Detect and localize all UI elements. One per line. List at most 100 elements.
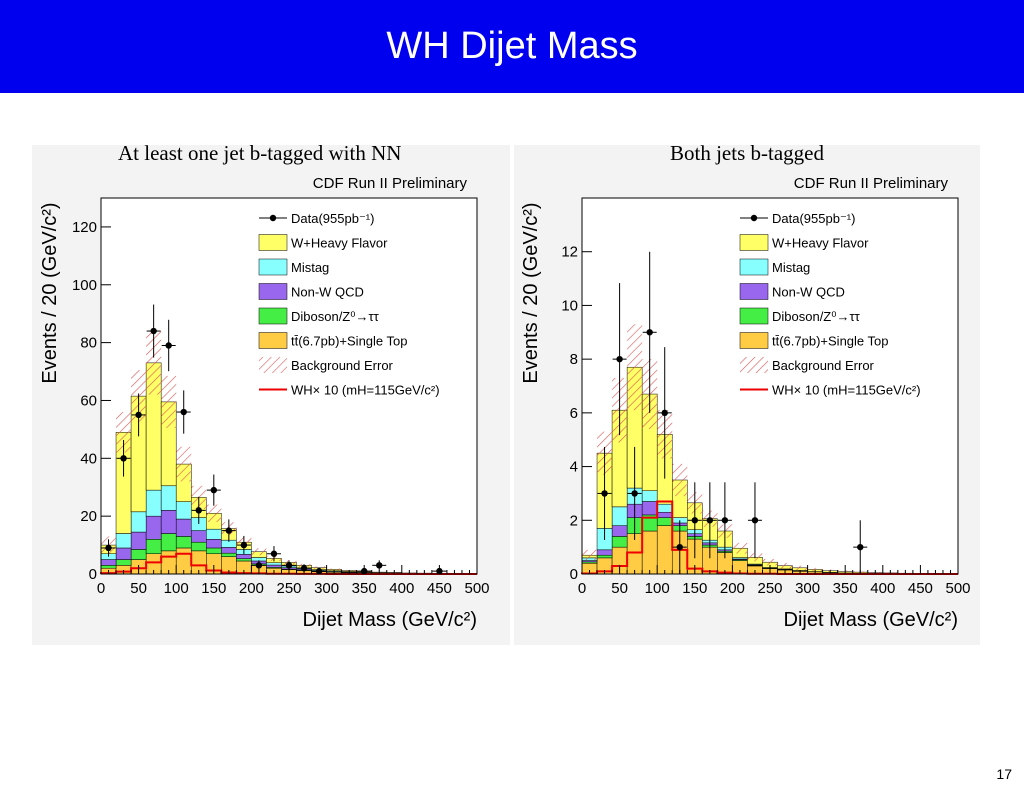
- left-legend-swatch-hatch: [259, 357, 287, 373]
- right-data-point: [706, 517, 714, 524]
- left-data-point: [300, 565, 308, 572]
- right-bar-non-w-qcd: [656, 511, 673, 518]
- right-legend-swatch: [739, 307, 769, 325]
- left-background-error: [146, 331, 162, 395]
- left-legend-label: Mistag: [291, 260, 329, 275]
- left-cdf-label: CDF Run II Preliminary: [313, 175, 468, 192]
- left-legend-swatch: [258, 283, 288, 300]
- left-y-axis-label: Events / 20 (GeV/c²): [39, 202, 61, 383]
- left-bar-diboson-z-: [221, 552, 237, 557]
- left-bar-mistag: [266, 562, 282, 566]
- right-bar-mistag: [611, 506, 628, 526]
- left-x-tick-label: 300: [314, 580, 339, 597]
- right-legend-label: W+Heavy Flavor: [772, 236, 869, 251]
- left-legend-label: Non-W QCD: [291, 285, 364, 300]
- right-legend-swatch: [739, 332, 769, 349]
- left-bar-mistag: [115, 533, 132, 549]
- right-x-axis-label: Dijet Mass (GeV/c²): [784, 609, 958, 631]
- left-background-error: [311, 566, 327, 569]
- left-bar-non-w-qcd: [266, 564, 282, 568]
- left-x-tick-label: 500: [464, 580, 489, 597]
- right-y-tick-label: 6: [570, 405, 578, 422]
- right-x-tick-label: 50: [611, 580, 628, 597]
- left-legend-label: W+Heavy Flavor: [291, 236, 388, 251]
- right-x-tick-label: 400: [870, 580, 895, 597]
- title-bar: [0, 0, 1024, 93]
- right-y-tick-label: 8: [570, 351, 578, 368]
- left-data-point: [105, 544, 112, 552]
- right-data-point: [631, 490, 638, 497]
- left-legend-swatch: [258, 332, 288, 349]
- right-x-tick-label: 300: [795, 580, 820, 597]
- right-legend-label: WH× 10 (mH=115GeV/c²): [772, 383, 921, 398]
- left-bar-non-w-qcd: [236, 554, 252, 559]
- right-y-tick-label: 2: [570, 512, 578, 529]
- left-background-error: [326, 568, 342, 571]
- right-background-error: [807, 567, 823, 572]
- left-x-tick-label: 200: [239, 580, 264, 597]
- left-data-point: [180, 408, 187, 416]
- left-bar-mistag: [175, 501, 192, 520]
- left-data-point: [135, 411, 142, 419]
- left-x-tick-label: 450: [427, 580, 452, 597]
- right-bar-mistag: [641, 490, 658, 502]
- left-y-tick-label: 120: [72, 219, 97, 236]
- right-legend-swatch: [739, 283, 769, 300]
- right-legend-label: Diboson/Z⁰→ττ: [772, 309, 861, 324]
- left-bar-diboson-z-: [175, 536, 192, 549]
- right-data-point: [691, 517, 698, 524]
- left-bar-non-w-qcd: [100, 559, 117, 566]
- left-bar-diboson-z-: [236, 558, 252, 562]
- right-data-point: [857, 543, 864, 551]
- left-data-point: [120, 455, 127, 462]
- left-data-point: [255, 562, 263, 569]
- right-legend-label: tt̄(6.7pb)+Single Top: [772, 334, 888, 349]
- right-y-tick-label: 0: [570, 566, 578, 583]
- right-bar-diboson-z-: [596, 554, 613, 559]
- left-bar-diboson-z-: [190, 541, 207, 552]
- right-legend-marker-data-point: [750, 214, 758, 222]
- left-x-tick-label: 100: [164, 580, 189, 597]
- right-bar-tt-6-7pb-single-top: [641, 530, 658, 575]
- left-background-error: [206, 504, 222, 522]
- right-legend-label: Data(955pb⁻¹): [772, 211, 855, 226]
- left-bar-mistag: [206, 528, 222, 540]
- left-bar-non-w-qcd: [221, 547, 237, 554]
- left-legend-label: Diboson/Z⁰→ττ: [291, 309, 380, 324]
- right-data-point: [661, 409, 668, 417]
- left-bar-diboson-z-: [206, 547, 222, 555]
- left-data-point: [195, 507, 202, 514]
- right-y-axis-label: Events / 20 (GeV/c²): [520, 202, 542, 383]
- right-data-point: [616, 355, 623, 363]
- right-x-tick-label: 250: [757, 580, 782, 597]
- right-bar-diboson-z-: [656, 517, 673, 526]
- left-bar-non-w-qcd: [160, 510, 177, 534]
- left-legend-swatch: [258, 307, 288, 325]
- left-legend-swatch: [258, 234, 288, 251]
- left-chart-title: At least one jet b-tagged with NN: [118, 141, 402, 165]
- left-legend-swatch: [258, 258, 288, 276]
- left-bar-mistag: [160, 485, 177, 511]
- right-y-tick-label: 10: [561, 297, 578, 314]
- left-bar-diboson-z-: [115, 559, 132, 566]
- left-legend-marker-data-point: [269, 214, 277, 222]
- left-data-point: [165, 342, 172, 349]
- right-background-error: [582, 549, 598, 561]
- right-legend-swatch: [739, 234, 769, 251]
- right-background-error: [762, 558, 778, 566]
- right-x-tick-label: 0: [578, 580, 586, 597]
- left-bar-non-w-qcd: [175, 518, 192, 537]
- right-chart-title: Both jets b-tagged: [670, 141, 824, 165]
- left-legend-label: tt̄(6.7pb)+Single Top: [291, 334, 407, 349]
- right-cdf-label: CDF Run II Preliminary: [794, 175, 949, 192]
- right-x-tick-label: 500: [945, 580, 970, 597]
- right-background-error: [627, 324, 643, 411]
- left-data-point: [210, 486, 217, 494]
- left-bar-diboson-z-: [145, 539, 162, 555]
- right-legend-swatch: [739, 258, 769, 276]
- left-background-error: [176, 446, 192, 482]
- right-data-point: [751, 517, 759, 524]
- right-background-error: [777, 562, 793, 569]
- left-x-tick-label: 0: [97, 580, 105, 597]
